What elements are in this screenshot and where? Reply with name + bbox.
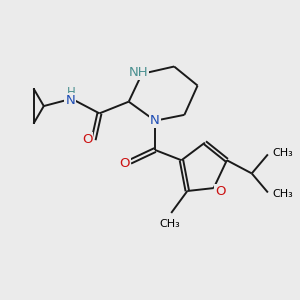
Text: CH₃: CH₃ (159, 219, 180, 230)
Text: O: O (119, 157, 130, 170)
Text: CH₃: CH₃ (272, 148, 293, 158)
Text: NH: NH (129, 66, 148, 79)
Text: N: N (65, 94, 75, 107)
Text: H: H (67, 86, 76, 99)
Text: N: N (150, 114, 160, 127)
Text: CH₃: CH₃ (272, 189, 293, 199)
Text: O: O (215, 185, 225, 198)
Text: O: O (82, 133, 92, 146)
